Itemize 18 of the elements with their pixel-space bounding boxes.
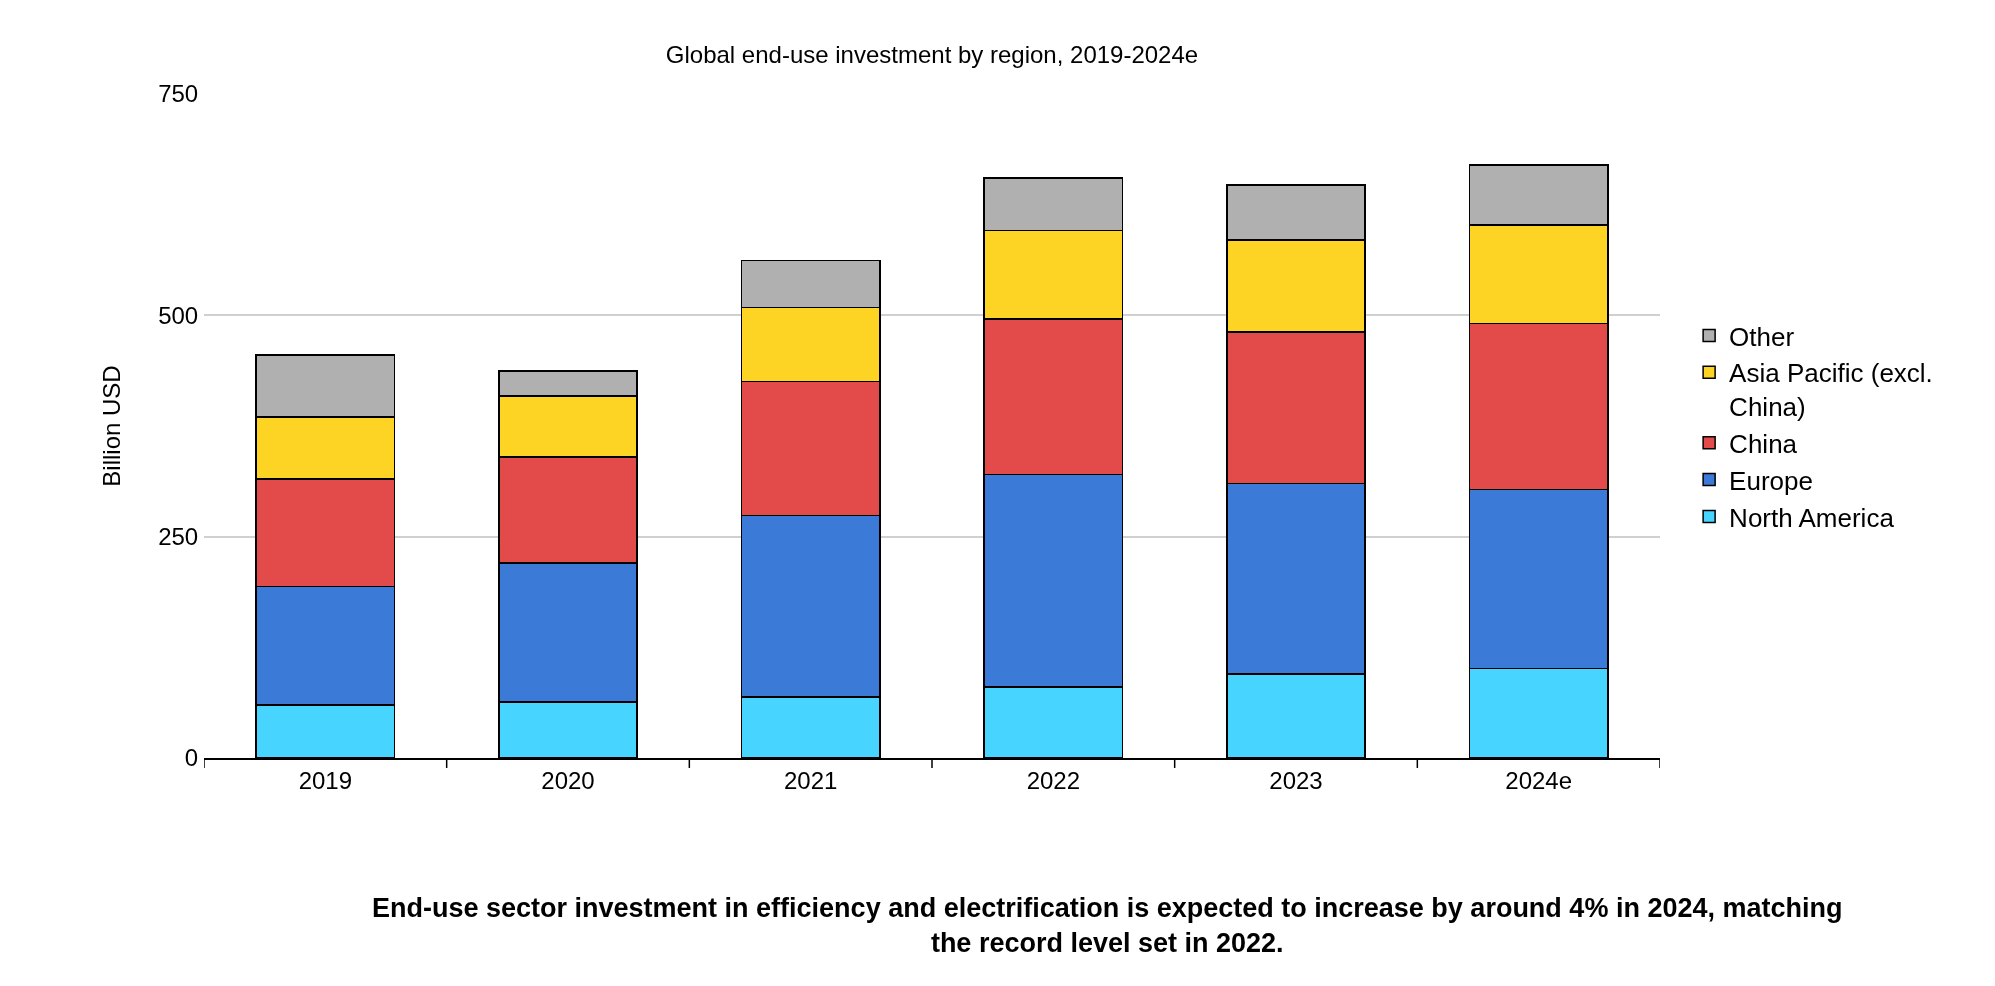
legend-label: Other — [1729, 321, 1795, 352]
y-tick-label: 750 — [158, 80, 199, 108]
y-tick-label: 250 — [158, 523, 199, 551]
legend-label: Europe — [1729, 465, 1813, 496]
x-tick-label: 2019 — [298, 766, 353, 794]
text: End-use sector investment in efficiency and electrification is expected to increase by around 4% in 2024, matching the record level set in 2022. — [372, 893, 1843, 959]
legend-label: China — [1729, 428, 1798, 459]
y-tick-label: 0 — [184, 744, 199, 772]
chart-title: Global end-use investment by region, 2019-2024e — [665, 40, 1199, 68]
y-axis-title: Billion USD — [98, 365, 126, 487]
x-tick-label: 2020 — [541, 766, 595, 794]
x-tick-label: 2021 — [783, 766, 838, 794]
legend-label: North America — [1729, 502, 1895, 533]
y-tick-label: 500 — [158, 301, 199, 329]
x-tick-label: 2022 — [1026, 766, 1081, 794]
legend-label: Asia Pacific (excl. China) — [1729, 358, 1933, 423]
x-tick-label: 2023 — [1269, 766, 1323, 794]
x-tick-label: 2024e — [1505, 766, 1573, 794]
